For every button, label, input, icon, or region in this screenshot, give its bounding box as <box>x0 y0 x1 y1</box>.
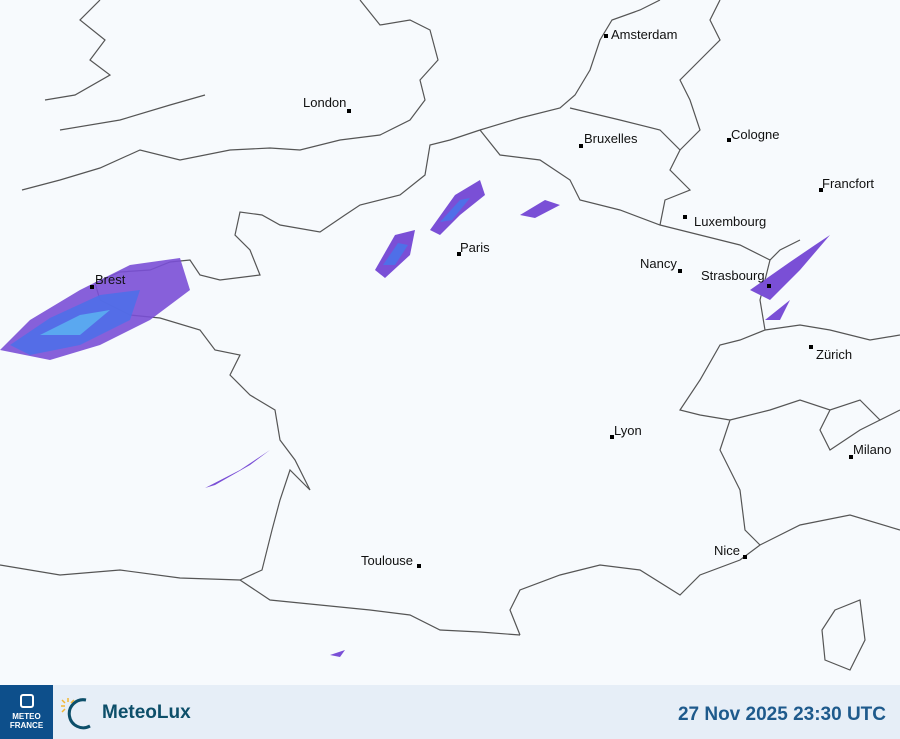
svg-text:Brest: Brest <box>95 272 126 287</box>
city-zurich[interactable]: Zürich <box>809 345 852 362</box>
meteofrance-logo: METEO FRANCE <box>0 685 53 739</box>
city-lyon[interactable]: Lyon <box>610 423 642 439</box>
city-milano[interactable]: Milano <box>849 442 891 459</box>
svg-text:Bruxelles: Bruxelles <box>584 131 638 146</box>
city-amsterdam[interactable]: Amsterdam <box>604 27 677 42</box>
city-francfort[interactable]: Francfort <box>819 176 874 192</box>
sun-swirl-icon <box>61 698 91 730</box>
svg-text:Cologne: Cologne <box>731 127 779 142</box>
city-brest[interactable]: Brest <box>90 272 126 289</box>
meteolux-logo: MeteoLux <box>60 695 191 731</box>
coastlines-borders <box>0 0 900 671</box>
city-bruxelles[interactable]: Bruxelles <box>579 131 638 148</box>
radar-precipitation <box>0 180 830 657</box>
svg-text:London: London <box>303 95 346 110</box>
radar-timestamp: 27 Nov 2025 23:30 UTC <box>677 704 886 725</box>
svg-text:Nancy: Nancy <box>640 256 677 271</box>
svg-text:Francfort: Francfort <box>822 176 874 191</box>
city-london[interactable]: London <box>303 95 351 113</box>
city-paris[interactable]: Paris <box>457 240 490 256</box>
svg-text:Amsterdam: Amsterdam <box>611 27 677 42</box>
city-strasbourg[interactable]: Strasbourg <box>701 268 771 288</box>
city-nancy[interactable]: Nancy <box>640 256 682 273</box>
svg-text:Luxembourg: Luxembourg <box>694 214 766 229</box>
meteolux-logo-text: MeteoLux <box>102 702 191 723</box>
radar-map[interactable]: Amsterdam London Bruxelles Cologne Franc… <box>0 0 900 685</box>
svg-text:Strasbourg: Strasbourg <box>701 268 765 283</box>
city-luxembourg[interactable]: Luxembourg <box>683 214 766 229</box>
footer: METEO FRANCE MeteoLux 27 Nov 2025 23:30 U… <box>0 685 900 739</box>
city-nice[interactable]: Nice <box>714 543 747 559</box>
meteofrance-emblem-icon <box>19 694 34 708</box>
svg-text:Lyon: Lyon <box>614 423 642 438</box>
svg-text:Paris: Paris <box>460 240 490 255</box>
svg-text:Milano: Milano <box>853 442 891 457</box>
svg-text:Nice: Nice <box>714 543 740 558</box>
svg-text:Toulouse: Toulouse <box>361 553 413 568</box>
city-markers: Amsterdam London Bruxelles Cologne Franc… <box>90 27 891 568</box>
city-toulouse[interactable]: Toulouse <box>361 553 421 568</box>
meteofrance-logo-text: METEO FRANCE <box>9 712 44 730</box>
city-cologne[interactable]: Cologne <box>727 127 779 142</box>
svg-text:Zürich: Zürich <box>816 347 852 362</box>
